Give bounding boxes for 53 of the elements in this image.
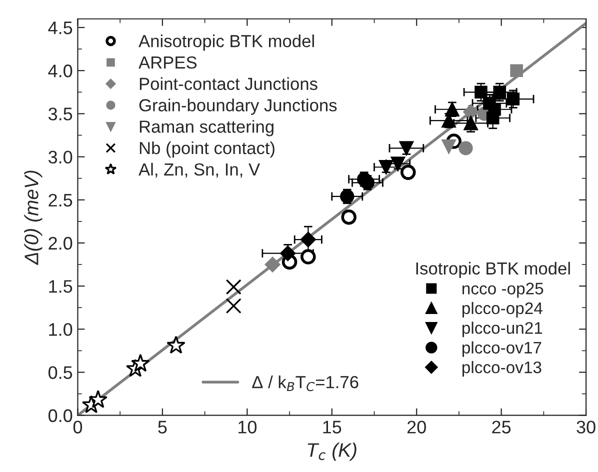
legend-label: ARPES — [138, 56, 197, 69]
point — [131, 354, 150, 372]
y-tick-label: 4.5 — [48, 22, 72, 34]
legend-label: Raman scattering — [140, 120, 274, 136]
legend-label: plcco-un21 — [462, 322, 542, 338]
point — [390, 156, 406, 171]
y-axis-title: Δ(0) (meV) — [24, 170, 42, 266]
x-tick-label: 25 — [492, 420, 511, 434]
point — [300, 232, 316, 248]
point — [300, 249, 316, 264]
y-tick-label: 3.5 — [48, 108, 72, 120]
x-tick-label: 0 — [73, 420, 82, 434]
x-tick-label: 15 — [323, 420, 342, 434]
legend-label: plcco-ov13 — [462, 361, 542, 377]
point — [510, 64, 523, 77]
y-tick-label: 2.0 — [48, 236, 72, 250]
y-tick-label: 1.5 — [49, 280, 72, 293]
y-tick-label: 4.0 — [48, 64, 72, 78]
point — [88, 390, 108, 408]
point — [400, 164, 416, 180]
x-tick-label: 20 — [407, 420, 426, 434]
legend-label: Δ / k$_{B}$T$_{C}$=1.76 — [252, 376, 358, 392]
y-tick-label: 2.5 — [48, 194, 72, 207]
legend-label: Nb (point contact) — [140, 141, 274, 158]
point — [226, 279, 242, 295]
point — [379, 160, 394, 174]
point — [474, 86, 488, 99]
legend-label: plcco-op24 — [462, 302, 542, 318]
x-tick-label: 30 — [576, 420, 596, 434]
legend-label: ncco -op25 — [462, 282, 544, 298]
point — [226, 298, 242, 314]
point — [264, 256, 280, 272]
legend-label: Anisotropic BTK model — [138, 34, 314, 51]
legend-title: Isotropic BTK model — [416, 262, 570, 278]
x-tick-label: 5 — [158, 420, 167, 434]
legend-label: Point-contact Junctions — [140, 77, 318, 90]
legend-label: plcco-ov17 — [462, 341, 542, 357]
point — [341, 209, 356, 225]
x-axis-title: T$_{c}$ (K) — [308, 442, 356, 461]
point — [458, 141, 473, 156]
y-tick-label: 0.0 — [48, 409, 72, 422]
legend-label: Al, Zn, Sn, In, V — [138, 162, 260, 178]
point — [506, 92, 520, 106]
y-tick-label: 3.0 — [48, 150, 72, 164]
point — [486, 112, 500, 124]
legend-label: Grain-boundary Junctions — [139, 98, 337, 115]
y-tick-label: 0.5 — [48, 366, 72, 379]
point — [442, 139, 456, 154]
point — [399, 141, 414, 156]
point — [166, 336, 186, 354]
point — [493, 86, 506, 99]
y-tick-label: 1.0 — [49, 323, 72, 336]
x-tick-label: 10 — [238, 420, 257, 434]
